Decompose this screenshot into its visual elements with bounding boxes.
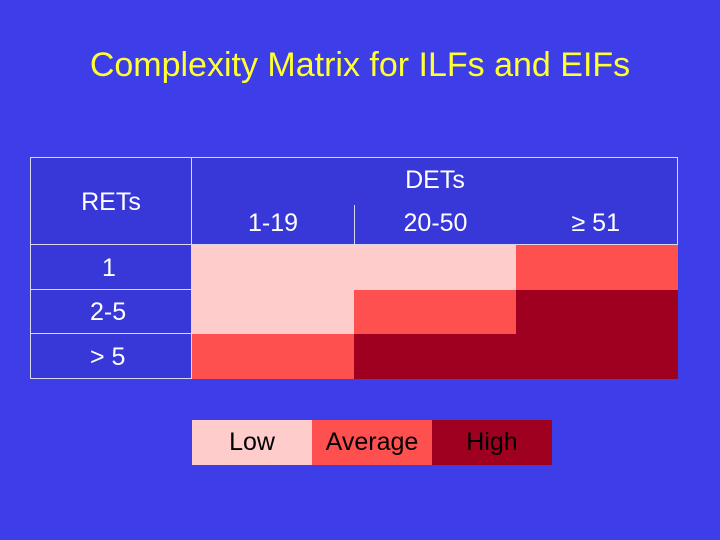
cell-r1-c2 xyxy=(354,245,516,290)
legend-low: Low xyxy=(192,420,312,465)
ret-range-1: 1 xyxy=(102,254,116,282)
dets-header-cell xyxy=(192,157,678,245)
cell-r1-c3 xyxy=(516,245,678,290)
rets-header: RETs xyxy=(81,188,141,216)
legend-high: High xyxy=(432,420,552,465)
ret-row-3-cell xyxy=(30,334,192,379)
legend-average: Average xyxy=(312,420,432,465)
cell-r3-c2 xyxy=(354,334,516,379)
dets-divider xyxy=(354,205,355,245)
det-range-20-50: 20-50 xyxy=(403,209,468,237)
cell-r3-c3 xyxy=(516,334,678,379)
ret-range-2-5: 2-5 xyxy=(90,298,127,326)
cell-r1-c1 xyxy=(192,245,354,290)
cell-r2-c3 xyxy=(516,290,678,334)
rets-header-cell xyxy=(30,157,192,245)
cell-r2-c2 xyxy=(354,290,516,334)
ret-row-2-cell xyxy=(30,290,192,334)
cell-r2-c1 xyxy=(192,290,354,334)
ret-range-5-plus: > 5 xyxy=(90,343,126,371)
det-range-51-plus: ≥ 51 xyxy=(571,209,620,237)
cell-r3-c1 xyxy=(192,334,354,379)
det-range-1-19: 1-19 xyxy=(247,209,299,237)
slide-title: Complexity Matrix for ILFs and EIFs xyxy=(89,46,631,84)
dets-header: DETs xyxy=(405,166,465,194)
ret-row-1-cell xyxy=(30,245,192,290)
